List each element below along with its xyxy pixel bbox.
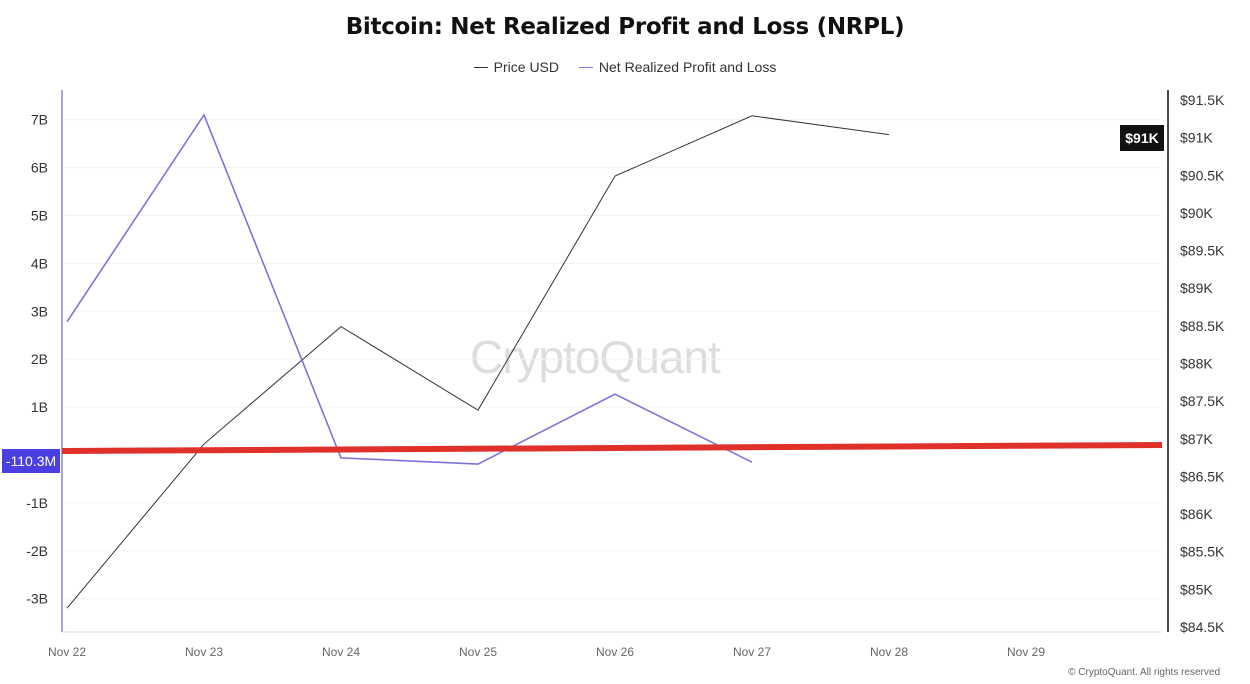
legend-swatch-price: [473, 66, 488, 68]
right-tick-label: $90.5K: [1180, 167, 1225, 183]
left-tick-label: 1B: [31, 399, 48, 415]
left-tick-label: 4B: [31, 255, 48, 271]
right-tick-label: $88K: [1180, 356, 1213, 372]
right-tick-label: $86.5K: [1180, 468, 1225, 484]
x-tick-label: Nov 24: [322, 645, 360, 659]
left-tick-label: 6B: [31, 160, 48, 176]
x-tick-label: Nov 23: [185, 645, 223, 659]
legend: Price USD Net Realized Profit and Loss: [0, 55, 1250, 75]
crosshair-right-label: $91K: [1125, 130, 1158, 146]
legend-label-price: Price USD: [493, 59, 560, 76]
crosshair-left-label: -110.3M: [6, 453, 56, 469]
x-tick-label: Nov 26: [596, 645, 634, 659]
right-tick-label: $91K: [1180, 130, 1213, 146]
right-tick-label: $85.5K: [1180, 544, 1225, 560]
legend-swatch-nrpl: [578, 66, 593, 68]
crosshair-left-badge: [2, 449, 60, 473]
legend-label-nrpl: Net Realized Profit and Loss: [598, 59, 777, 76]
right-tick-label: $89.5K: [1180, 243, 1225, 259]
right-tick-label: $89K: [1180, 280, 1213, 296]
x-tick-label: Nov 25: [459, 645, 497, 659]
right-tick-label: $87.5K: [1180, 393, 1225, 409]
x-tick-label: Nov 27: [733, 645, 771, 659]
watermark: CryptoQuant: [470, 331, 721, 383]
crosshair-right-badge: [1120, 125, 1164, 151]
x-tick-label: Nov 29: [1007, 645, 1045, 659]
right-tick-label: $87K: [1180, 431, 1213, 447]
series-line-nrpl: [66, 113, 753, 465]
annotation-line: [61, 442, 1163, 454]
legend-item-nrpl[interactable]: Net Realized Profit and Loss: [578, 59, 777, 76]
left-tick-label: 2B: [31, 351, 48, 367]
left-tick-label: 3B: [31, 303, 48, 319]
right-tick-label: $91.5K: [1180, 92, 1225, 108]
x-tick-label: Nov 28: [870, 645, 908, 659]
right-tick-label: $85K: [1180, 581, 1213, 597]
left-tick-label: -1B: [26, 495, 48, 511]
left-tick-label: -2B: [26, 543, 48, 559]
left-tick-label: -3B: [26, 591, 48, 607]
legend-item-price[interactable]: Price USD: [473, 59, 560, 76]
right-tick-label: $86K: [1180, 506, 1213, 522]
series-line-price: [66, 115, 890, 609]
left-tick-label: 5B: [31, 208, 48, 224]
x-tick-label: Nov 22: [48, 645, 86, 659]
left-tick-label: 7B: [31, 112, 48, 128]
right-tick-label: $90K: [1180, 205, 1213, 221]
copyright: © CryptoQuant. All rights reserved: [1068, 667, 1220, 678]
chart-title: Bitcoin: Net Realized Profit and Loss (N…: [345, 14, 905, 40]
right-tick-label: $84.5K: [1180, 619, 1225, 635]
right-tick-label: $88.5K: [1180, 318, 1225, 334]
